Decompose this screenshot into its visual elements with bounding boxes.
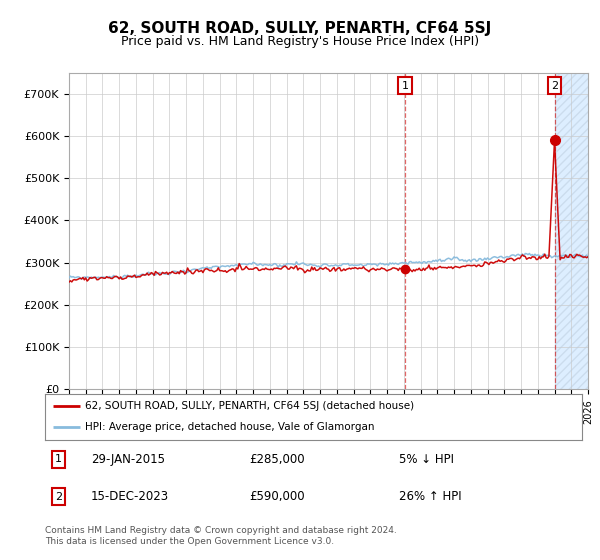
- Text: 2: 2: [55, 492, 62, 502]
- Text: Price paid vs. HM Land Registry's House Price Index (HPI): Price paid vs. HM Land Registry's House …: [121, 35, 479, 48]
- Text: 29-JAN-2015: 29-JAN-2015: [91, 453, 164, 466]
- Text: 5% ↓ HPI: 5% ↓ HPI: [400, 453, 454, 466]
- Bar: [554, 73, 588, 389]
- Text: Contains HM Land Registry data © Crown copyright and database right 2024.
This d: Contains HM Land Registry data © Crown c…: [45, 526, 397, 546]
- Text: 62, SOUTH ROAD, SULLY, PENARTH, CF64 5SJ: 62, SOUTH ROAD, SULLY, PENARTH, CF64 5SJ: [109, 21, 491, 36]
- Text: £590,000: £590,000: [249, 490, 305, 503]
- Text: 15-DEC-2023: 15-DEC-2023: [91, 490, 169, 503]
- Bar: [554, 73, 588, 389]
- Text: £285,000: £285,000: [249, 453, 305, 466]
- Text: 2: 2: [551, 81, 558, 91]
- Text: 1: 1: [401, 81, 409, 91]
- Text: 62, SOUTH ROAD, SULLY, PENARTH, CF64 5SJ (detached house): 62, SOUTH ROAD, SULLY, PENARTH, CF64 5SJ…: [85, 401, 415, 411]
- Text: 26% ↑ HPI: 26% ↑ HPI: [400, 490, 462, 503]
- Text: 1: 1: [55, 455, 62, 464]
- Text: HPI: Average price, detached house, Vale of Glamorgan: HPI: Average price, detached house, Vale…: [85, 422, 375, 432]
